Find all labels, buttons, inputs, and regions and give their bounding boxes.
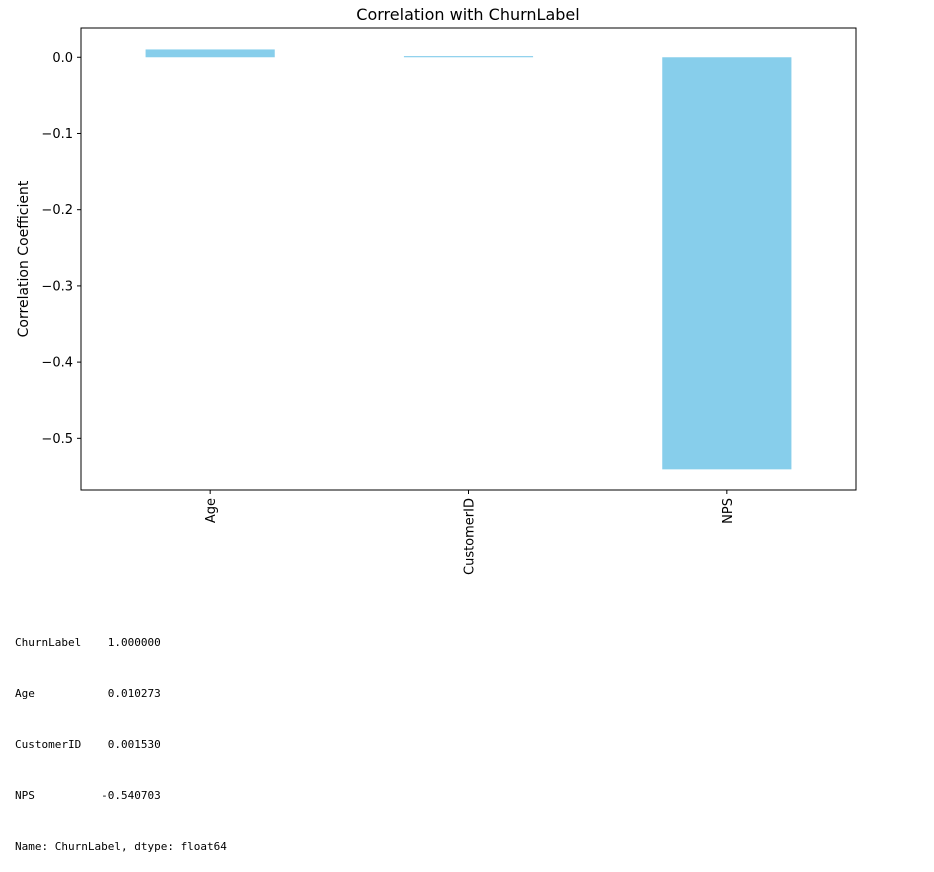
x-tick-label: CustomerID xyxy=(463,498,478,575)
y-tick-label: 0.0 xyxy=(52,51,73,66)
y-tick-label: −0.5 xyxy=(41,432,73,447)
console-output: ChurnLabel 1.000000 Age 0.010273 Custome… xyxy=(15,600,227,872)
y-tick-label: −0.2 xyxy=(41,203,73,218)
output-line-name-dtype: Name: ChurnLabel, dtype: float64 xyxy=(15,840,227,853)
output-line-age: Age 0.010273 xyxy=(15,687,161,700)
correlation-bar-chart: Correlation with ChurnLabel Correlation … xyxy=(16,5,857,575)
x-tick-label: NPS xyxy=(721,498,736,524)
chart-title: Correlation with ChurnLabel xyxy=(356,5,579,24)
bar-nps xyxy=(662,57,792,470)
bar-customerid xyxy=(403,56,534,58)
y-tick-label: −0.3 xyxy=(41,279,73,294)
output-line-nps: NPS -0.540703 xyxy=(15,789,161,802)
output-line-churnlabel: ChurnLabel 1.000000 xyxy=(15,636,161,649)
x-tick-label: Age xyxy=(204,498,219,523)
y-tick-label: −0.1 xyxy=(41,127,73,142)
output-line-customerid: CustomerID 0.001530 xyxy=(15,738,161,751)
y-axis-label: Correlation Coefficient xyxy=(16,180,32,337)
plot-area: 0.0 −0.1 −0.2 −0.3 −0.4 −0.5 Age CustomerID NPS xyxy=(41,27,857,575)
bar-age xyxy=(145,49,275,58)
y-tick-label: −0.4 xyxy=(41,356,73,371)
